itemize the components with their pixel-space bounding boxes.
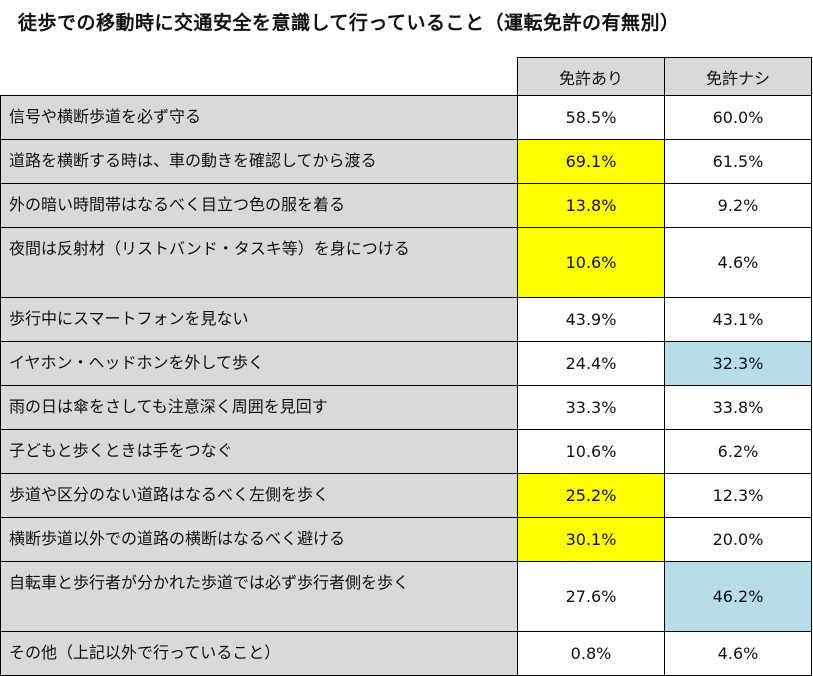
value-cell: 13.8% bbox=[517, 183, 665, 228]
row-label: 自転車と歩行者が分かれた歩道では必ず歩行者側を歩く bbox=[0, 561, 518, 632]
row-label: 横断歩道以外での道路の横断はなるべく避ける bbox=[0, 517, 518, 562]
value-cell: 25.2% bbox=[517, 473, 665, 518]
row-label: 夜間は反射材（リストバンド・タスキ等）を身につける bbox=[0, 227, 518, 298]
row-label: 信号や横断歩道を必ず守る bbox=[0, 95, 518, 140]
table-row: 歩道や区分のない道路はなるべく左側を歩く 25.2% 12.3% bbox=[0, 473, 812, 518]
table-row: 横断歩道以外での道路の横断はなるべく避ける 30.1% 20.0% bbox=[0, 517, 812, 562]
row-label: 歩行中にスマートフォンを見ない bbox=[0, 297, 518, 342]
value-cell: 61.5% bbox=[664, 139, 812, 184]
row-label: 雨の日は傘をさしても注意深く周囲を見回す bbox=[0, 385, 518, 430]
table-row: 信号や横断歩道を必ず守る 58.5% 60.0% bbox=[0, 95, 812, 140]
table-row: その他（上記以外で行っていること） 0.8% 4.6% bbox=[0, 631, 812, 676]
value-cell: 12.3% bbox=[664, 473, 812, 518]
row-label: 歩道や区分のない道路はなるべく左側を歩く bbox=[0, 473, 518, 518]
value-cell: 4.6% bbox=[664, 227, 812, 298]
table-row: 歩行中にスマートフォンを見ない 43.9% 43.1% bbox=[0, 297, 812, 342]
table-row: 子どもと歩くときは手をつなぐ 10.6% 6.2% bbox=[0, 429, 812, 474]
value-cell: 10.6% bbox=[517, 429, 665, 474]
value-cell: 10.6% bbox=[517, 227, 665, 298]
table-row: 道路を横断する時は、車の動きを確認してから渡る 69.1% 61.5% bbox=[0, 139, 812, 184]
value-cell: 4.6% bbox=[664, 631, 812, 676]
value-cell: 46.2% bbox=[664, 561, 812, 632]
value-cell: 24.4% bbox=[517, 341, 665, 386]
page-title: 徒歩での移動時に交通安全を意識して行っていること（運転免許の有無別） bbox=[18, 12, 680, 34]
row-label: 外の暗い時間帯はなるべく目立つ色の服を着る bbox=[0, 183, 518, 228]
row-label: イヤホン・ヘッドホンを外して歩く bbox=[0, 341, 518, 386]
value-cell: 60.0% bbox=[664, 95, 812, 140]
row-label: 道路を横断する時は、車の動きを確認してから渡る bbox=[0, 139, 518, 184]
column-header: 免許あり bbox=[517, 57, 665, 96]
value-cell: 32.3% bbox=[664, 341, 812, 386]
table-row: イヤホン・ヘッドホンを外して歩く 24.4% 32.3% bbox=[0, 341, 812, 386]
value-cell: 6.2% bbox=[664, 429, 812, 474]
value-cell: 43.1% bbox=[664, 297, 812, 342]
value-cell: 58.5% bbox=[517, 95, 665, 140]
table-row: 夜間は反射材（リストバンド・タスキ等）を身につける 10.6% 4.6% bbox=[0, 227, 812, 298]
data-table: 免許あり 免許ナシ 信号や横断歩道を必ず守る 58.5% 60.0% 道路を横断する時… bbox=[0, 57, 812, 676]
table-row: 自転車と歩行者が分かれた歩道では必ず歩行者側を歩く 27.6% 46.2% bbox=[0, 561, 812, 632]
value-cell: 27.6% bbox=[517, 561, 665, 632]
value-cell: 33.8% bbox=[664, 385, 812, 430]
value-cell: 69.1% bbox=[517, 139, 665, 184]
value-cell: 30.1% bbox=[517, 517, 665, 562]
row-label: 子どもと歩くときは手をつなぐ bbox=[0, 429, 518, 474]
header-row: 免許あり 免許ナシ bbox=[0, 57, 812, 96]
table-row: 雨の日は傘をさしても注意深く周囲を見回す 33.3% 33.8% bbox=[0, 385, 812, 430]
value-cell: 9.2% bbox=[664, 183, 812, 228]
column-header: 免許ナシ bbox=[664, 57, 812, 96]
row-label: その他（上記以外で行っていること） bbox=[0, 631, 518, 676]
value-cell: 43.9% bbox=[517, 297, 665, 342]
value-cell: 33.3% bbox=[517, 385, 665, 430]
table-row: 外の暗い時間帯はなるべく目立つ色の服を着る 13.8% 9.2% bbox=[0, 183, 812, 228]
value-cell: 20.0% bbox=[664, 517, 812, 562]
header-blank-cell bbox=[0, 57, 518, 96]
value-cell: 0.8% bbox=[517, 631, 665, 676]
